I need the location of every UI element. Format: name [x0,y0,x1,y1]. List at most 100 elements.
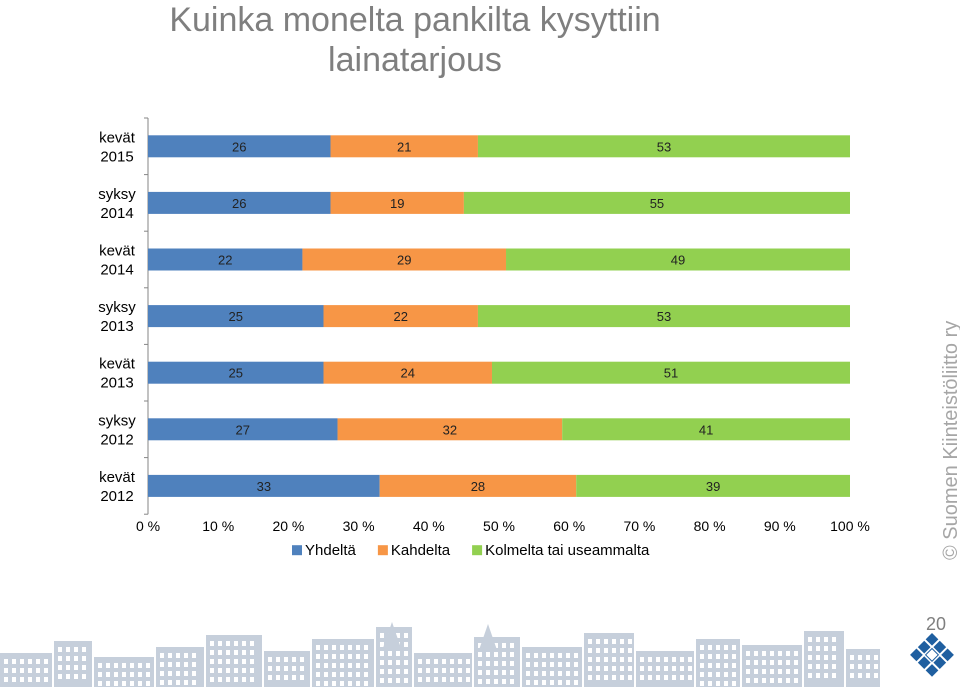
building-window [502,643,506,648]
building-window [526,662,530,667]
building-window [332,672,336,677]
building-window [348,654,352,659]
building-window [234,650,238,655]
building-window [168,653,172,658]
building-window [874,664,878,669]
building-window [316,654,320,659]
building-window [510,679,514,684]
category-label-line: 2014 [100,205,133,222]
building-window [268,666,272,671]
building-window [746,660,750,665]
building-window [28,668,32,673]
building-window [192,662,196,667]
legend-label: Kahdelta [391,542,451,559]
building-window [648,657,652,662]
building-window [160,662,164,667]
building-window [732,654,736,659]
data-label: 27 [236,422,250,437]
building-window [250,641,254,646]
building-window [526,671,530,676]
data-label: 53 [657,309,671,324]
building-window [106,681,110,686]
x-tick-label: 90 % [764,518,796,534]
building-window [130,672,134,677]
building-window [716,672,720,677]
building-window [242,677,246,682]
building-window [184,680,188,685]
building-window [648,666,652,671]
building-window [160,680,164,685]
building-window [396,651,400,656]
building-window [824,655,828,660]
building-window [588,639,592,644]
building-window [494,670,498,675]
building-window [340,654,344,659]
building-window [510,661,514,666]
category-label-line: kevät [99,356,136,373]
bar-segment [302,248,507,271]
building-window [510,670,514,675]
building-window [418,659,422,664]
building-window [242,650,246,655]
x-tick-label: 70 % [623,518,655,534]
building-window [192,653,196,658]
category-label-line: syksy [98,412,136,429]
building-window [778,678,782,683]
building-window [276,666,280,671]
building-window [588,648,592,653]
building-window [672,666,676,671]
building-window [242,641,246,646]
building-window [276,675,280,680]
building-window [450,668,454,673]
building-window [824,673,828,678]
building-window [550,671,554,676]
building-window [708,672,712,677]
building-window [300,675,304,680]
data-label: 55 [650,196,664,211]
building-window [858,664,862,669]
building-window [4,668,8,673]
building-window [688,657,692,662]
building-window [184,671,188,676]
building-window [778,651,782,656]
building-window [20,659,24,664]
building-window [534,671,538,676]
building-window [12,668,16,673]
building-window [210,650,214,655]
building-window [628,675,632,680]
building-window [364,681,368,686]
building-window [396,633,400,638]
building-window [640,666,644,671]
building-window [364,663,368,668]
building-window [316,672,320,677]
building-window [778,669,782,674]
building-window [442,659,446,664]
x-tick-label: 20 % [272,518,304,534]
data-label: 22 [218,253,232,268]
building-window [250,650,254,655]
building-window [348,672,352,677]
building-window [284,666,288,671]
building-window [526,653,530,658]
legend-swatch [472,545,483,556]
building-window [574,662,578,667]
x-tick-label: 10 % [202,518,234,534]
bar-segment [148,418,338,441]
building-window [640,657,644,662]
building-window [770,651,774,656]
data-label: 39 [706,479,720,494]
bar-segment [148,305,324,328]
building-window [754,660,758,665]
category-label-line: kevät [99,243,136,260]
building-window [732,663,736,668]
building-window [226,677,230,682]
building-window [146,672,150,677]
category-label: kevät 2012 [99,469,136,505]
building-window [486,652,490,657]
data-label: 41 [699,422,713,437]
building-window [542,680,546,685]
category-label-line: 2013 [100,318,133,335]
category-label-line: 2012 [100,488,133,505]
building-window [226,650,230,655]
building-window [664,666,668,671]
